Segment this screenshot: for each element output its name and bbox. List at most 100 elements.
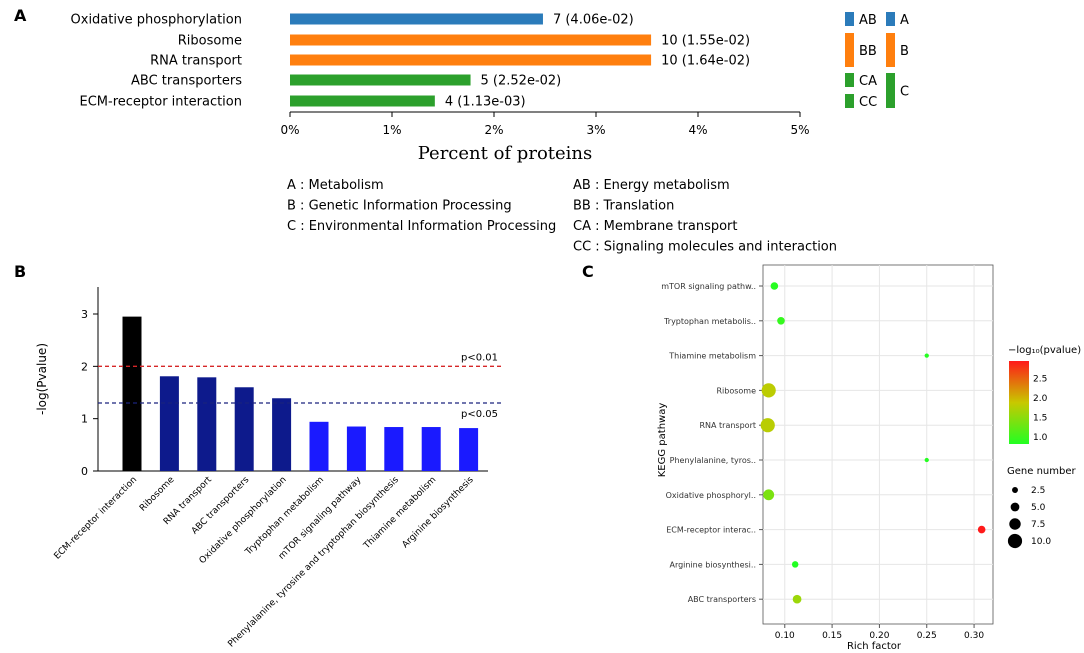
a-data-label: 10 (1.64e-02): [661, 54, 750, 69]
b-x-tick-label: ECM-receptor interaction: [53, 475, 140, 562]
a-x-tick-label: 4%: [688, 123, 707, 137]
a-bar-2: [290, 54, 652, 66]
a-x-tick-label: 3%: [586, 123, 605, 137]
b-bar-9: [459, 428, 479, 471]
c-x-tick-label: 0.30: [964, 631, 984, 641]
b-y-tick-label: 0: [81, 465, 88, 478]
c-y-tick-label: ECM-receptor interac..: [666, 526, 756, 535]
a-subgroup-swatch: [845, 73, 854, 87]
panel-label-b: B: [14, 262, 26, 281]
c-point-5: [924, 457, 929, 463]
c-size-legend-label: 10.0: [1031, 537, 1051, 547]
c-size-legend-label: 5.0: [1031, 503, 1046, 513]
c-point-1: [777, 317, 785, 325]
c-y-tick-label: Thiamine metabolism: [668, 352, 756, 361]
a-legend-subgroup-desc: AB : Energy metabolism: [573, 178, 730, 193]
c-x-tick-label: 0.10: [775, 631, 795, 641]
c-point-2: [924, 353, 929, 358]
a-group-swatch: [886, 33, 895, 67]
panel-label-c: C: [582, 262, 594, 281]
a-group-label: A: [900, 13, 909, 28]
a-category-label: ECM-receptor interaction: [80, 95, 243, 110]
c-y-tick-label: Arginine biosynthesi..: [669, 560, 756, 569]
a-x-tick-label: 5%: [790, 123, 809, 137]
a-data-label: 10 (1.55e-02): [661, 34, 750, 49]
panel-b-chart: -log(Pvalue) 0 1 2 3 ECM-receptor interactio…: [35, 287, 503, 650]
a-subgroup-swatch: [845, 33, 854, 67]
c-colorbar-tick-label: 2.0: [1033, 394, 1048, 404]
a-subgroup-swatch: [845, 94, 854, 108]
c-point-0: [770, 282, 779, 290]
a-group-swatch: [886, 73, 895, 108]
a-group-swatch: [886, 12, 895, 26]
b-bar-6: [346, 426, 366, 471]
a-x-tick-label: 2%: [484, 123, 503, 137]
a-legend-subgroup-desc: CC : Signaling molecules and interaction: [573, 240, 837, 255]
panel-label-a: A: [14, 6, 27, 25]
a-bar-0: [290, 13, 543, 25]
b-y-axis-title: -log(Pvalue): [35, 343, 49, 415]
c-size-legend-dot: [1009, 518, 1021, 530]
c-colorbar-tick-label: 1.0: [1033, 433, 1048, 443]
b-threshold-label: p<0.05: [461, 409, 498, 420]
a-legend-subgroup-desc: CA : Membrane transport: [573, 219, 738, 234]
a-bar-4: [290, 95, 435, 107]
c-colorbar: [1009, 361, 1029, 444]
c-color-legend-title: −log₁₀(pvalue): [1008, 345, 1081, 356]
b-y-tick-label: 1: [81, 413, 88, 426]
a-category-label: ABC transporters: [131, 74, 242, 89]
c-y-tick-label: ABC transporters: [688, 595, 756, 604]
c-x-axis-title: Rich factor: [847, 641, 902, 652]
c-point-7: [977, 525, 986, 534]
c-y-tick-label: Tryptophan metabolis..: [663, 317, 756, 326]
c-x-tick-label: 0.25: [917, 631, 937, 641]
c-x-tick-label: 0.20: [869, 631, 889, 641]
b-x-tick-label: Arginine biosynthesis: [401, 475, 476, 550]
a-group-label: B: [900, 44, 909, 59]
a-legend-group-desc: B : Genetic Information Processing: [287, 199, 512, 214]
c-size-legend-dot: [1010, 502, 1020, 512]
c-size-legend-dot: [1012, 487, 1018, 493]
a-data-label: 5 (2.52e-02): [481, 74, 562, 89]
a-category-label: Ribosome: [178, 34, 242, 49]
a-legend-group-desc: C : Environmental Information Processing: [287, 219, 556, 234]
b-x-tick-label: Thiamine metabolism: [362, 475, 439, 552]
c-point-9: [792, 594, 802, 604]
a-subgroup-label: CC: [859, 95, 877, 110]
b-bar-8: [421, 427, 441, 471]
c-size-legend-label: 7.5: [1031, 520, 1045, 530]
b-bar-5: [309, 421, 329, 471]
b-bar-2: [197, 377, 217, 471]
c-y-tick-label: Oxidative phosphoryl..: [666, 491, 756, 500]
c-y-tick-label: RNA transport: [699, 421, 756, 430]
b-y-tick-label: 3: [81, 308, 88, 321]
panel-a-chart: Percent of proteins Oxidative phosphoryl…: [71, 13, 810, 165]
b-y-tick-label: 2: [81, 360, 88, 373]
b-bar-0: [122, 316, 142, 471]
c-y-tick-label: Ribosome: [716, 386, 756, 395]
c-point-3: [761, 383, 776, 398]
a-bar-1: [290, 34, 652, 46]
panel-c-chart: Rich factor KEGG pathway −log₁₀(pvalue) …: [657, 264, 1081, 652]
a-x-tick-label: 0%: [280, 123, 299, 137]
a-group-label: C: [900, 85, 909, 100]
a-legend-group-desc: A : Metabolism: [287, 178, 384, 193]
b-bar-4: [272, 398, 292, 471]
b-x-tick-label: Phenylalanine, tyrosine and tryptophan b…: [226, 475, 401, 650]
c-size-legend-title: Gene number: [1007, 466, 1076, 477]
a-subgroup-swatch: [845, 12, 854, 26]
c-y-axis-title: KEGG pathway: [657, 403, 668, 478]
c-colorbar-tick-label: 2.5: [1033, 375, 1047, 385]
a-legend-subgroup-desc: BB : Translation: [573, 199, 674, 214]
a-data-label: 7 (4.06e-02): [553, 13, 634, 28]
c-point-4: [760, 418, 775, 433]
a-subgroup-label: AB: [859, 13, 877, 28]
b-bar-7: [384, 427, 404, 471]
b-threshold-label: p<0.01: [461, 352, 498, 363]
b-x-tick-label: Ribosome: [138, 475, 177, 514]
a-bar-3: [290, 74, 471, 86]
c-point-8: [791, 561, 799, 568]
b-bar-1: [159, 376, 179, 471]
